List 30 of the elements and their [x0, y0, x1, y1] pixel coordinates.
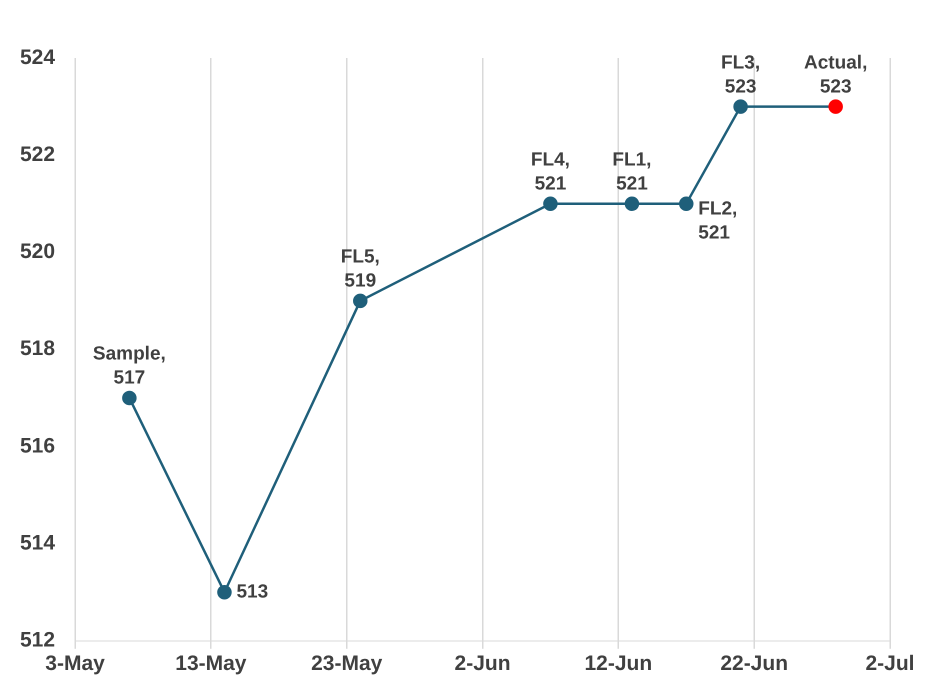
y-tick-label: 516	[20, 434, 56, 458]
data-label: FL4, 521	[530, 149, 570, 194]
x-tick-label: 2-Jul	[865, 652, 915, 676]
data-label: Actual, 523	[804, 52, 868, 98]
x-tick-label: 22-Jun	[720, 652, 788, 676]
data-label: FL1, 521	[612, 149, 652, 194]
y-tick-label: 514	[20, 531, 56, 554]
point	[353, 294, 368, 308]
x-tick-label: 12-Jun	[584, 652, 652, 676]
x-tick-label: 3-May	[45, 652, 106, 676]
point	[624, 196, 640, 211]
data-label: Sample, 517	[92, 344, 166, 389]
data-label: FL2, 521	[698, 198, 738, 244]
data-label: FL3, 523	[721, 52, 760, 98]
x-tick-label: 2-Jun	[454, 652, 511, 676]
point	[679, 196, 694, 211]
data-label: 513	[236, 581, 268, 602]
y-tick-label: 520	[20, 240, 56, 264]
y-tick-label: 522	[20, 142, 56, 166]
x-tick-label: 23-May	[311, 652, 383, 676]
data-label: FL5, 519	[340, 246, 380, 292]
y-tick-label: 512	[20, 628, 56, 652]
point	[733, 99, 748, 114]
point	[122, 390, 137, 406]
y-tick-label: 518	[20, 337, 56, 360]
y-tick-label: 524	[20, 46, 56, 69]
x-tick-label: 13-May	[175, 652, 247, 676]
point	[543, 196, 558, 211]
point	[217, 584, 232, 600]
point	[828, 99, 843, 114]
